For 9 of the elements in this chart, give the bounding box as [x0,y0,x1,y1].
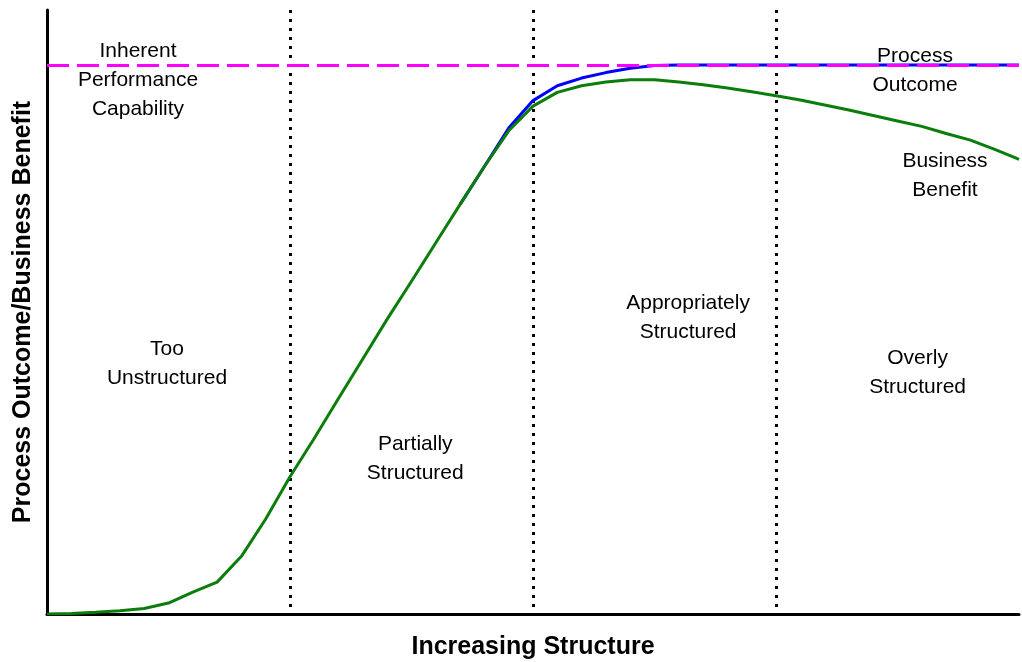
x-axis-title: Increasing Structure [411,630,655,659]
annotation: Too Unstructured [106,336,228,389]
ref-line-label: Inherent Performance Capability [77,38,199,120]
annotation: Partially Structured [366,430,464,483]
annotation: Appropriately Structured [626,290,751,343]
series-label: Business Benefit [902,148,988,201]
series-label: Process Outcome [872,42,958,95]
y-axis-title: Process Outcome/Business Benefit [6,100,35,524]
annotation: Overly Structured [869,345,967,398]
